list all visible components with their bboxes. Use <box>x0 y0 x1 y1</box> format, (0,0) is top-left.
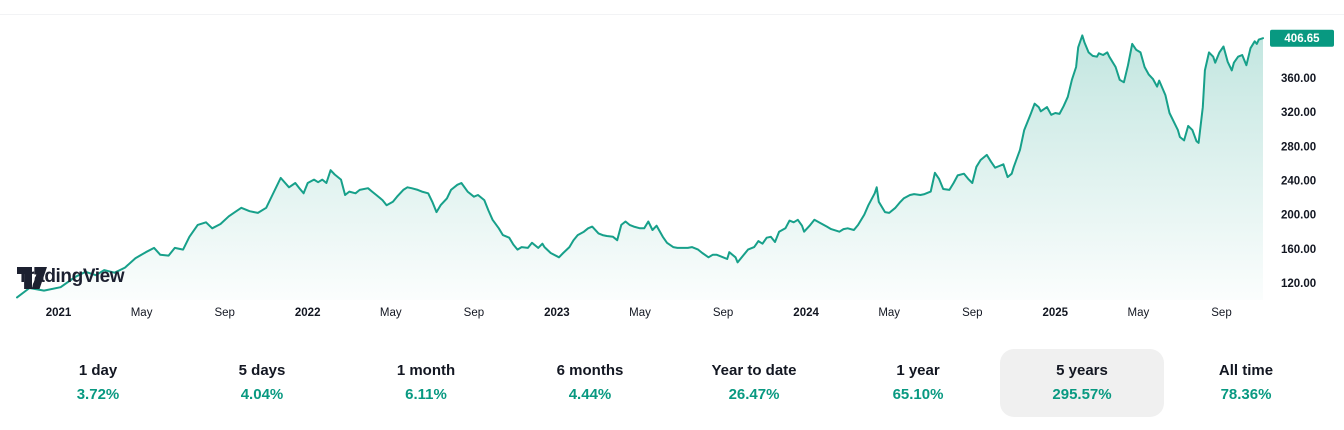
range-button-5-years[interactable]: 5 years 295.57% <box>1000 349 1164 417</box>
x-axis-month-label: Sep <box>464 307 484 319</box>
chart-area-fill <box>17 35 1263 301</box>
range-button-label: 6 months <box>556 362 624 379</box>
last-price-value: 406.65 <box>1284 33 1320 45</box>
y-axis-labels: 360.00 320.00 280.00 240.00 200.00 160.00 120.… <box>1281 73 1316 290</box>
y-axis-price-label: 200.00 <box>1281 210 1316 222</box>
range-button-change: 4.04% <box>240 386 284 403</box>
x-axis-month-label: May <box>629 307 651 319</box>
x-axis-month-label: May <box>878 307 900 319</box>
range-button-label: 5 years <box>1056 362 1108 379</box>
y-axis-price-label: 280.00 <box>1281 141 1316 153</box>
x-axis-month-label: Sep <box>1211 307 1231 319</box>
y-axis-price-label: 160.00 <box>1281 244 1316 256</box>
x-axis-month-label: May <box>380 307 402 319</box>
range-button-change: 65.10% <box>892 386 944 403</box>
range-button-label: 5 days <box>238 362 286 379</box>
range-button-change: 78.36% <box>1220 386 1272 403</box>
range-button-label: 1 day <box>78 362 118 379</box>
range-button-year-to-date[interactable]: Year to date 26.47% <box>672 349 836 417</box>
x-axis-month-label: Sep <box>962 307 982 319</box>
range-button-6-months[interactable]: 6 months 4.44% <box>508 349 672 417</box>
x-axis-year-label: 2022 <box>295 307 321 319</box>
y-axis-price-label: 320.00 <box>1281 107 1316 119</box>
range-button-change: 3.72% <box>76 386 120 403</box>
range-button-label: Year to date <box>711 362 797 379</box>
range-button-all-time[interactable]: All time 78.36% <box>1164 349 1328 417</box>
x-axis-labels: 2021 May Sep 2022 May Sep 2023 May Sep 2024 May Sep… <box>46 307 1232 319</box>
range-button-1-year[interactable]: 1 year 65.10% <box>836 349 1000 417</box>
range-selector: 1 day 3.72% 5 days 4.04% 1 month 6.11% 6 month… <box>16 349 1328 417</box>
range-button-1-month[interactable]: 1 month 6.11% <box>344 349 508 417</box>
tradingview-logo-icon <box>17 266 47 290</box>
top-divider <box>0 14 1344 15</box>
range-button-label: 1 month <box>396 362 456 379</box>
price-chart-svg: 2021 May Sep 2022 May Sep 2023 May Sep 2024 May Sep… <box>16 29 1334 319</box>
y-axis-price-label: 240.00 <box>1281 176 1316 188</box>
x-axis-year-label: 2021 <box>46 307 72 319</box>
x-axis-month-label: May <box>131 307 153 319</box>
range-button-change: 26.47% <box>728 386 780 403</box>
chart-price-line <box>16 34 1264 299</box>
range-button-1-day[interactable]: 1 day 3.72% <box>16 349 180 417</box>
last-price-badge: 406.65 <box>1270 29 1334 47</box>
range-button-5-days[interactable]: 5 days 4.04% <box>180 349 344 417</box>
price-chart[interactable]: 2021 May Sep 2022 May Sep 2023 May Sep 2024 May Sep… <box>0 0 1344 345</box>
range-button-change: 4.44% <box>568 386 612 403</box>
x-axis-year-label: 2023 <box>544 307 570 319</box>
range-button-label: 1 year <box>896 362 940 379</box>
x-axis-month-label: May <box>1128 307 1150 319</box>
x-axis-month-label: Sep <box>214 307 234 319</box>
range-button-change: 6.11% <box>405 386 447 403</box>
x-axis-year-label: 2025 <box>1043 307 1069 319</box>
y-axis-price-label: 120.00 <box>1281 278 1316 290</box>
range-button-label: All time <box>1218 362 1274 379</box>
x-axis-month-label: Sep <box>713 307 733 319</box>
y-axis-price-label: 360.00 <box>1281 73 1316 85</box>
range-button-change: 295.57% <box>1052 386 1112 403</box>
x-axis-year-label: 2024 <box>793 307 819 319</box>
tradingview-logo[interactable]: TradingView <box>17 266 125 290</box>
